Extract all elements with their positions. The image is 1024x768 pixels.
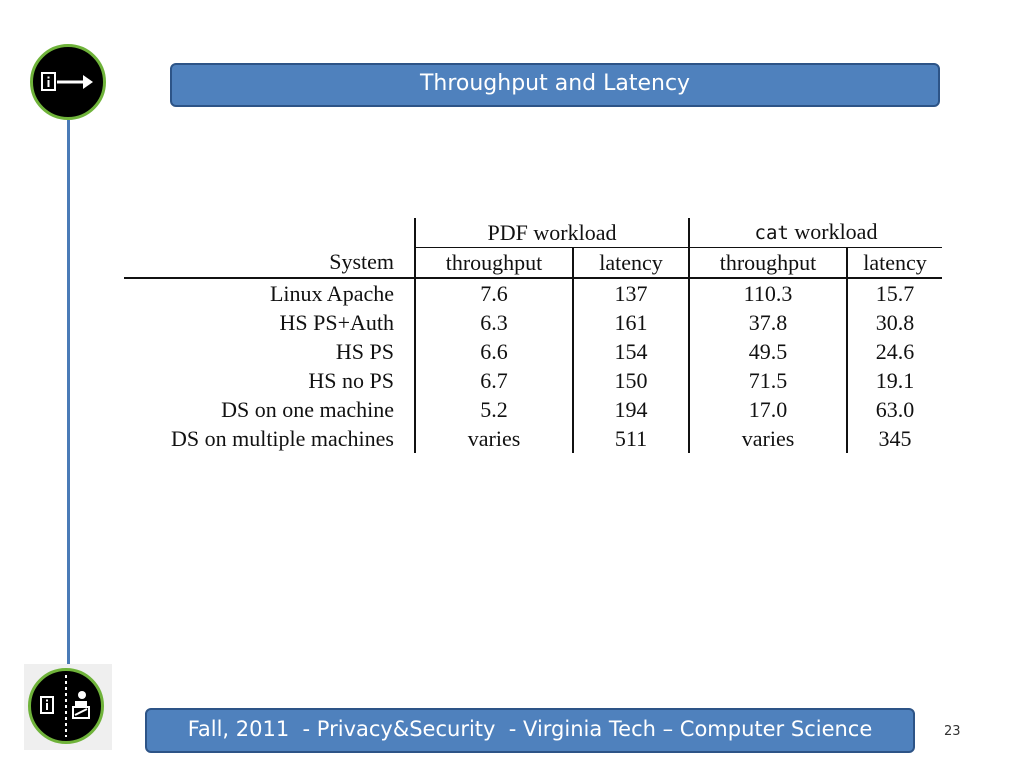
cat-throughput-cell: 37.8 [688,308,847,337]
pdf-latency-cell: 511 [572,424,689,453]
table-row: HS PS 6.6 154 49.5 24.6 [124,337,942,366]
pdf-latency-cell: 137 [572,278,689,308]
pdf-latency-cell: 154 [572,337,689,366]
pdf-throughput-cell: 7.6 [414,278,573,308]
timeline-line [67,120,70,668]
cat-throughput-cell: varies [688,424,847,453]
cat-workload-header: cat workload [688,218,942,248]
pdf-throughput-cell: 6.7 [414,366,573,395]
cat-throughput-cell: 110.3 [688,278,847,308]
pdf-latency-cell: 194 [572,395,689,424]
column-header-system: System [124,247,415,279]
document-inspector-icon [28,668,104,744]
cat-throughput-cell: 49.5 [688,337,847,366]
empty-header-cell [124,218,415,248]
cat-throughput-cell: 71.5 [688,366,847,395]
pdf-throughput-cell: 5.2 [414,395,573,424]
cat-latency-cell: 24.6 [846,337,942,366]
pdf-throughput-cell: 6.3 [414,308,573,337]
table-row: HS PS+Auth 6.3 161 37.8 30.8 [124,308,942,337]
table-row: DS on one machine 5.2 194 17.0 63.0 [124,395,942,424]
column-header-pdf-latency: latency [572,247,689,279]
system-name: HS no PS [308,367,394,393]
column-header-pdf-throughput: throughput [414,247,573,279]
system-name: HS PS [335,338,394,364]
cat-command-label: cat [754,222,789,244]
table-group-header-row: PDF workload cat workload [124,218,942,248]
table-row: DS on multiple machines varies 511 varie… [124,424,942,453]
slide-title: Throughput and Latency [170,63,940,107]
pdf-latency-cell: 150 [572,366,689,395]
pdf-throughput-cell: varies [414,424,573,453]
table-column-header-row: System throughput latency throughput lat… [124,247,942,279]
cat-latency-cell: 63.0 [846,395,942,424]
system-name: DS on one machine [221,396,394,422]
cat-latency-cell: 345 [846,424,942,453]
system-name: Linux Apache [269,280,394,306]
table-row: HS no PS 6.7 150 71.5 19.1 [124,366,942,395]
cat-workload-suffix: workload [788,219,878,244]
cat-latency-cell: 15.7 [846,278,942,308]
page-number: 23 [944,724,961,739]
system-name: HS PS+Auth [279,309,394,335]
document-arrow-icon [30,44,106,120]
column-header-cat-throughput: throughput [688,247,847,279]
pdf-workload-header: PDF workload [414,218,689,248]
pdf-throughput-cell: 6.6 [414,337,573,366]
cat-latency-cell: 19.1 [846,366,942,395]
column-header-cat-latency: latency [846,247,942,279]
cat-latency-cell: 30.8 [846,308,942,337]
table-row: Linux Apache 7.6 137 110.3 15.7 [124,278,942,308]
system-name: DS on multiple machines [170,425,394,451]
slide-footer: Fall, 2011 - Privacy&Security - Virginia… [145,708,915,753]
results-table: PDF workload cat workload System through… [124,218,942,453]
cat-throughput-cell: 17.0 [688,395,847,424]
pdf-latency-cell: 161 [572,308,689,337]
